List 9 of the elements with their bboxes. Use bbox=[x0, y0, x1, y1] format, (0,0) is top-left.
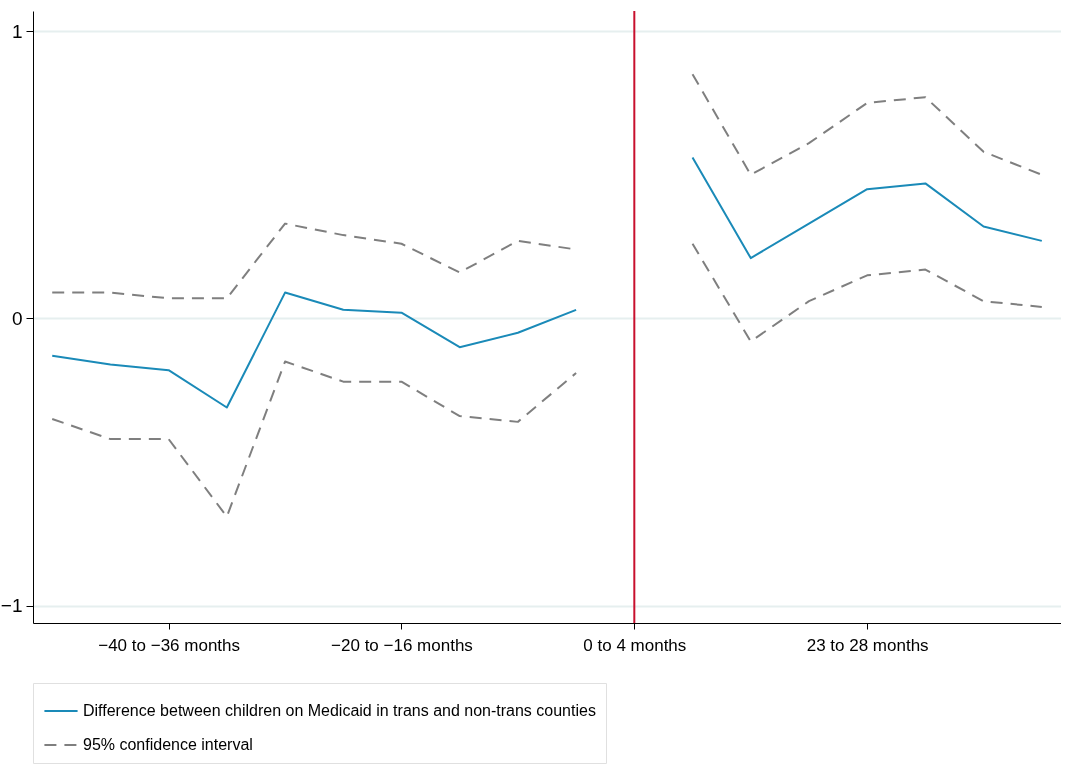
y-tick-label: 0 bbox=[11, 307, 23, 329]
y-tick-label: 1 bbox=[11, 20, 23, 42]
legend-label: Difference between children on Medicaid in trans and non-trans counties bbox=[83, 702, 596, 719]
y-tick-label: −1 bbox=[0, 595, 23, 617]
x-tick-label: −20 to −16 months bbox=[331, 635, 473, 655]
x-tick-label: 23 to 28 months bbox=[806, 635, 929, 655]
x-tick-label: −40 to −36 months bbox=[98, 635, 241, 655]
legend-label: 95% confidence interval bbox=[83, 736, 253, 753]
x-tick-label: 0 to 4 months bbox=[583, 635, 687, 655]
